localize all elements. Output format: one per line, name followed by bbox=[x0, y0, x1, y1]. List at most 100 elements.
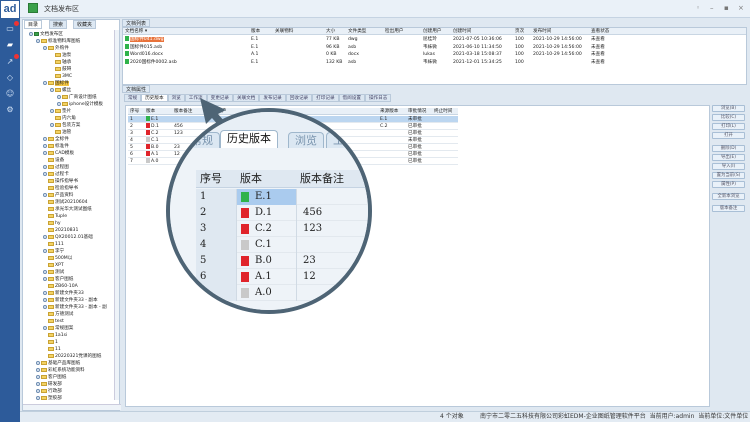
expand-toggle-icon[interactable] bbox=[43, 164, 47, 169]
close-button[interactable]: × bbox=[738, 4, 744, 12]
tab-prop-6[interactable]: 发布记录 bbox=[259, 94, 286, 102]
tree-item[interactable]: 外购件 bbox=[43, 45, 69, 52]
action-button-2[interactable]: 打印(L) bbox=[712, 123, 745, 130]
settings-icon[interactable]: ⚙ bbox=[6, 105, 14, 114]
tree-item[interactable]: 1a1si bbox=[43, 332, 67, 339]
chat-icon[interactable]: ▭ bbox=[4, 21, 19, 34]
mag-tab-general[interactable]: 常规 bbox=[184, 132, 220, 148]
tree-item[interactable]: test bbox=[43, 318, 64, 325]
tree-item[interactable]: 产品资料 bbox=[43, 192, 73, 199]
expand-toggle-icon[interactable] bbox=[50, 108, 54, 113]
tab-prop-4[interactable]: 变更记录 bbox=[206, 94, 233, 102]
doc-list-row[interactable]: 国标件041.dwg E.1 77 KB dwg 屈桂玲 2021-07-05 10:36… bbox=[123, 36, 746, 44]
tree-item[interactable]: 轴承 bbox=[50, 59, 71, 66]
mag-tab-workflow[interactable]: 工 bbox=[326, 132, 351, 148]
tree-item[interactable]: 文档发布区 bbox=[29, 31, 63, 38]
expand-toggle-icon[interactable] bbox=[43, 297, 47, 302]
column-header[interactable]: 页次 bbox=[515, 29, 525, 34]
mag-history-row[interactable]: 2 D.1 456 bbox=[196, 205, 368, 221]
tab-prop-10[interactable]: 操作日志 bbox=[364, 94, 392, 102]
tree-item[interactable]: 过程卡 bbox=[43, 171, 69, 178]
expand-toggle-icon[interactable] bbox=[36, 381, 40, 386]
action-button-6[interactable]: 导入(I) bbox=[712, 163, 745, 170]
tab-prop-7[interactable]: 回收记录 bbox=[285, 94, 313, 102]
tree-item[interactable]: 广商设计图纸 bbox=[57, 94, 97, 101]
tree-horizontal-scrollbar[interactable] bbox=[23, 404, 121, 410]
tree-item[interactable]: 标准物料库图纸 bbox=[36, 38, 80, 45]
mag-history-row[interactable]: 3 C.2 123 bbox=[196, 221, 368, 237]
action-button-9[interactable]: 全新本浏览 bbox=[712, 193, 745, 200]
tree-item[interactable]: CAD模板 bbox=[43, 150, 74, 157]
tree-item[interactable]: QX20012.01基础 bbox=[43, 234, 93, 241]
expand-toggle-icon[interactable] bbox=[43, 171, 47, 176]
tab-prop-1[interactable]: 历史版本 bbox=[141, 94, 168, 102]
expand-toggle-icon[interactable] bbox=[43, 304, 47, 309]
tree-vertical-scrollbar[interactable] bbox=[114, 30, 119, 400]
workflow-icon[interactable]: ↗ bbox=[4, 54, 19, 67]
action-button-4[interactable]: 删除(D) bbox=[712, 145, 745, 152]
expand-toggle-icon[interactable] bbox=[36, 388, 40, 393]
column-header[interactable]: 来源版本 bbox=[380, 109, 399, 114]
tree-item[interactable]: 11 bbox=[43, 346, 61, 353]
tree-item[interactable]: 客户图纸 bbox=[36, 374, 66, 381]
tree-item[interactable]: 塑胶部 bbox=[36, 395, 62, 402]
expand-toggle-icon[interactable] bbox=[43, 290, 47, 295]
tree-item[interactable]: 20210831 bbox=[43, 227, 78, 234]
tree-item[interactable]: 过程图 bbox=[43, 164, 69, 171]
expand-toggle-icon[interactable] bbox=[36, 38, 40, 43]
tree-item[interactable]: 基础产品库图纸 bbox=[36, 360, 80, 367]
action-button-7[interactable]: 置为当前(S) bbox=[712, 172, 745, 179]
tree-item[interactable]: 新建文件夹33 bbox=[43, 290, 84, 297]
column-header[interactable]: 创建时间 bbox=[453, 29, 472, 34]
tree-item[interactable]: ZB60-10A bbox=[43, 283, 78, 290]
folder-icon[interactable]: ▰ bbox=[6, 40, 14, 49]
tree-item[interactable]: 彩虹系统功能资料 bbox=[36, 367, 85, 374]
action-button-1[interactable]: 比较(C) bbox=[712, 114, 745, 121]
expand-toggle-icon[interactable] bbox=[43, 234, 47, 239]
column-header[interactable]: 审批情况 bbox=[408, 109, 427, 114]
column-header[interactable]: 发布时间 bbox=[533, 29, 552, 34]
tree-item[interactable]: 测试20210604 bbox=[43, 199, 88, 206]
tab-directory[interactable]: 目录 bbox=[24, 20, 43, 29]
column-header[interactable]: 查看状态 bbox=[591, 29, 610, 34]
tree-item[interactable]: 1 bbox=[43, 339, 58, 346]
tree-item[interactable]: 油泵 bbox=[50, 52, 71, 59]
column-header[interactable]: 终止时间 bbox=[434, 109, 453, 114]
tree-item[interactable]: 检验指导书 bbox=[43, 185, 78, 192]
expand-toggle-icon[interactable] bbox=[43, 150, 47, 155]
column-header[interactable]: 版本备注 bbox=[174, 108, 192, 115]
expand-toggle-icon[interactable] bbox=[50, 122, 54, 127]
expand-toggle-icon[interactable] bbox=[43, 248, 47, 253]
column-header[interactable]: 版本 bbox=[251, 29, 261, 34]
tree-item[interactable]: 行政部 bbox=[36, 388, 62, 395]
expand-toggle-icon[interactable] bbox=[43, 45, 47, 50]
tree-item[interactable]: hy bbox=[43, 220, 61, 227]
mag-history-row[interactable]: 6 A.1 12 bbox=[196, 269, 368, 285]
tree-item[interactable]: 包装方案 bbox=[50, 122, 80, 129]
doc-list-row[interactable]: 国标件015.asb E.1 96 KB asb 韦妹微 2021-06-10 11:34… bbox=[123, 43, 746, 52]
mag-history-row[interactable]: 1 E.1 bbox=[196, 189, 368, 205]
expand-toggle-icon[interactable] bbox=[43, 325, 47, 330]
expand-toggle-icon[interactable] bbox=[36, 374, 40, 379]
column-header[interactable]: 大小 bbox=[326, 29, 336, 34]
tree-item[interactable]: 国标件 bbox=[43, 80, 69, 87]
tab-prop-5[interactable]: 关联文档 bbox=[232, 94, 260, 102]
tree-item[interactable]: 操作指导书 bbox=[43, 178, 78, 185]
pin-icon[interactable]: ◦ bbox=[696, 4, 701, 12]
mag-history-row[interactable]: 5 B.0 23 bbox=[196, 253, 368, 269]
action-button-5[interactable]: 导出(E) bbox=[712, 154, 745, 161]
column-header[interactable]: 创建用户 bbox=[423, 29, 442, 34]
tab-favorites[interactable]: 收藏夹 bbox=[73, 20, 97, 29]
expand-toggle-icon[interactable] bbox=[36, 395, 40, 400]
tree-item[interactable]: 3MC bbox=[50, 73, 72, 80]
tree-item[interactable]: 设备 bbox=[43, 157, 64, 164]
tree-item[interactable]: 标准件 bbox=[43, 143, 69, 150]
column-header[interactable]: 检出用户 bbox=[385, 29, 404, 34]
expand-toggle-icon[interactable] bbox=[57, 94, 61, 99]
tree-item[interactable]: XPT bbox=[43, 262, 64, 269]
expand-toggle-icon[interactable] bbox=[43, 80, 47, 85]
action-button-10[interactable]: 版本备注 bbox=[712, 205, 745, 212]
action-button-0[interactable]: 浏览(B) bbox=[712, 105, 745, 112]
tab-prop-3[interactable]: 工作流 bbox=[184, 94, 207, 102]
tree-item[interactable]: 研发部 bbox=[36, 381, 62, 388]
